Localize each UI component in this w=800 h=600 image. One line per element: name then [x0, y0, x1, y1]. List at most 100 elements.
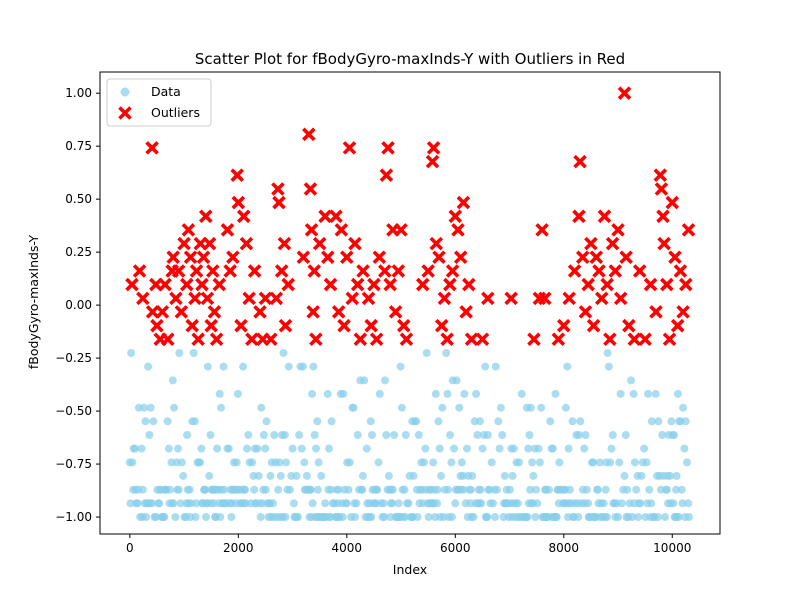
- outlier-stroke: [562, 291, 576, 306]
- outlier-stroke: [584, 236, 598, 251]
- data-point: [205, 471, 214, 480]
- outlier-point: [302, 127, 316, 142]
- outlier-stroke: [535, 223, 549, 237]
- data-point: [233, 389, 242, 398]
- outlier-point: [204, 318, 218, 333]
- outlier-point: [253, 305, 267, 319]
- outlier-stroke: [632, 264, 647, 278]
- outlier-point: [207, 305, 222, 319]
- outlier-point: [353, 332, 368, 347]
- outlier-point: [340, 250, 354, 264]
- outlier-point: [304, 223, 319, 237]
- y-tick-label: −0.75: [55, 457, 92, 471]
- data-point: [232, 458, 241, 467]
- outlier-point: [372, 250, 387, 264]
- outlier-stroke: [421, 264, 435, 278]
- legend-outliers-marker: [118, 106, 132, 120]
- outlier-stroke: [527, 332, 541, 347]
- outlier-point: [681, 223, 696, 237]
- outlier-point: [399, 332, 414, 347]
- data-point: [667, 417, 676, 426]
- outlier-stroke: [236, 209, 251, 224]
- outlier-point: [451, 223, 465, 237]
- data-point: [358, 471, 367, 480]
- outlier-stroke: [432, 250, 446, 264]
- data-point: [669, 499, 678, 508]
- data-point: [447, 458, 456, 467]
- data-point: [621, 431, 630, 439]
- data-point: [192, 499, 201, 508]
- data-point: [312, 444, 320, 453]
- data-point: [155, 499, 164, 508]
- outlier-point: [132, 264, 147, 278]
- data-point: [493, 485, 501, 494]
- data-point: [146, 403, 155, 412]
- data-point: [599, 499, 608, 508]
- outlier-stroke: [234, 318, 248, 333]
- outlier-stroke: [166, 250, 181, 264]
- outlier-stroke: [277, 236, 292, 251]
- data-point: [281, 513, 290, 521]
- data-point: [308, 499, 317, 508]
- data-point: [606, 458, 615, 467]
- data-point: [293, 513, 302, 521]
- data-point: [292, 471, 301, 480]
- outlier-stroke: [379, 168, 394, 182]
- outlier-point: [247, 264, 262, 278]
- data-point: [651, 389, 660, 398]
- data-point: [683, 458, 691, 467]
- data-point: [179, 471, 188, 480]
- outlier-point: [356, 264, 370, 278]
- legend: Data Outliers: [106, 78, 212, 127]
- data-point: [545, 485, 553, 494]
- outlier-stroke: [448, 209, 463, 224]
- data-point: [243, 444, 251, 453]
- outlier-point: [440, 332, 454, 347]
- outlier-stroke: [188, 291, 202, 306]
- data-point: [409, 471, 418, 480]
- data-point: [299, 362, 307, 371]
- data-point: [397, 403, 406, 412]
- outlier-stroke: [342, 141, 357, 155]
- outlier-point: [369, 332, 384, 347]
- data-point: [412, 417, 421, 426]
- data-point: [279, 349, 288, 357]
- data-point: [171, 513, 180, 521]
- data-point: [390, 431, 399, 439]
- outlier-stroke: [679, 277, 693, 292]
- outlier-stroke: [171, 264, 186, 278]
- outlier-stroke: [619, 250, 633, 264]
- outlier-point: [345, 291, 360, 306]
- data-point: [623, 485, 632, 494]
- data-point: [629, 389, 638, 398]
- data-point: [684, 499, 693, 508]
- outlier-stroke: [459, 305, 473, 319]
- data-point: [276, 471, 285, 480]
- data-point: [636, 499, 645, 508]
- outlier-point: [673, 264, 688, 278]
- data-point: [468, 471, 477, 480]
- data-point: [310, 431, 319, 439]
- outlier-point: [567, 264, 582, 278]
- outlier-stroke: [264, 332, 278, 347]
- outlier-stroke: [456, 195, 471, 210]
- data-point: [151, 513, 160, 521]
- data-point: [351, 513, 360, 521]
- data-point: [517, 389, 526, 398]
- outlier-point: [459, 305, 473, 319]
- data-point: [644, 389, 652, 398]
- outlier-point: [383, 277, 397, 292]
- data-point: [203, 362, 212, 371]
- outlier-point: [445, 264, 460, 278]
- outlier-stroke: [656, 209, 670, 224]
- data-point: [429, 458, 438, 467]
- outlier-point: [379, 168, 394, 182]
- data-point: [658, 431, 667, 439]
- y-tick-label: −0.25: [55, 351, 92, 365]
- outlier-stroke: [378, 264, 392, 278]
- outlier-stroke: [161, 332, 175, 347]
- outlier-point: [174, 305, 189, 319]
- outlier-stroke: [136, 291, 150, 306]
- outlier-stroke: [231, 195, 246, 210]
- outlier-point: [364, 318, 378, 333]
